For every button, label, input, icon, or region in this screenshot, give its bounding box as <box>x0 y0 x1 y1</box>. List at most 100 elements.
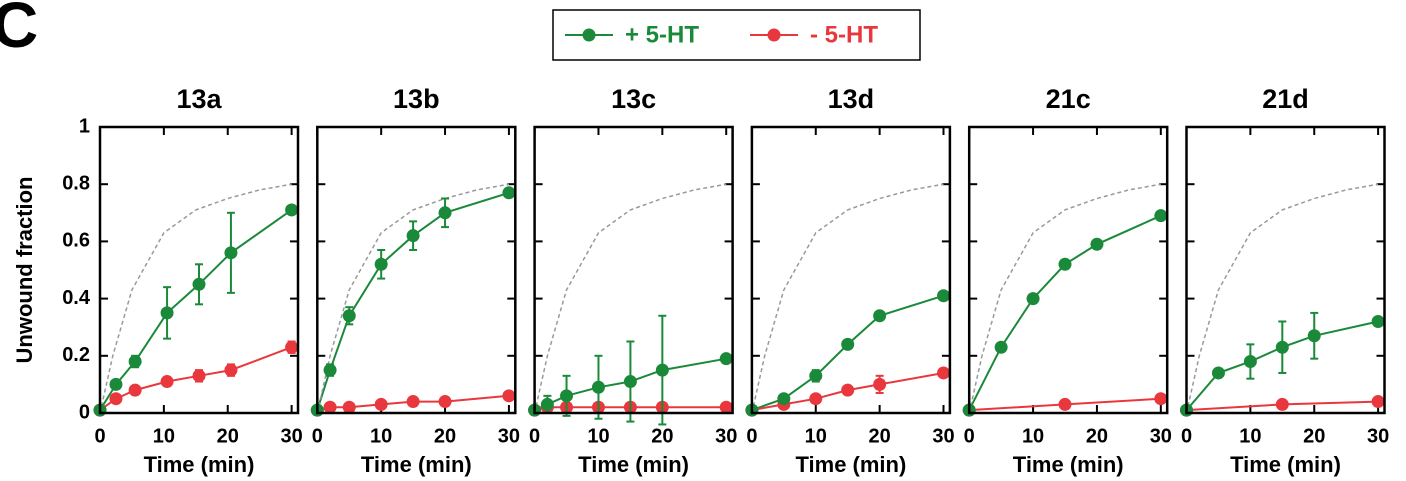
data-point <box>540 397 554 411</box>
data-point <box>224 363 238 377</box>
x-tick-label: 10 <box>153 425 175 447</box>
reference-curve <box>316 183 510 414</box>
x-tick-label: 20 <box>869 425 891 447</box>
y-tick-label: 0.2 <box>62 344 90 366</box>
panel-label: C <box>0 0 38 61</box>
data-point <box>994 340 1008 354</box>
legend: + 5-HT - 5-HT <box>552 9 921 61</box>
plot-frame <box>1185 125 1386 415</box>
y-tick-label: 0.8 <box>62 172 90 194</box>
x-axis-label: Time (min) <box>578 452 689 477</box>
x-axis-label: Time (min) <box>1230 452 1341 477</box>
x-tick-label: 0 <box>94 425 105 447</box>
reference-curve <box>99 183 292 414</box>
x-tick-label: 10 <box>1022 425 1044 447</box>
data-point <box>374 397 388 411</box>
plot-frame <box>750 125 952 415</box>
y-tick-label: 1 <box>79 115 90 137</box>
data-point <box>128 355 142 369</box>
data-point <box>719 352 733 366</box>
data-point <box>1275 340 1289 354</box>
data-point <box>1090 237 1104 251</box>
data-point <box>809 392 823 406</box>
data-point <box>1154 209 1168 223</box>
plot-frame <box>98 125 300 415</box>
data-point <box>285 340 299 354</box>
panel-title: 13a <box>176 84 222 114</box>
data-point <box>323 400 337 414</box>
data-point <box>1371 395 1385 409</box>
panel-title: 21d <box>1262 84 1309 114</box>
data-point <box>374 257 388 271</box>
data-point <box>1058 257 1072 271</box>
legend-label: - 5-HT <box>810 21 878 48</box>
data-point <box>1026 292 1040 306</box>
data-point <box>841 383 855 397</box>
data-point <box>438 206 452 220</box>
x-axis-label: Time (min) <box>795 452 906 477</box>
panel-title: 13c <box>611 84 656 114</box>
data-point <box>224 246 238 260</box>
data-point <box>937 366 951 380</box>
x-tick-label: 30 <box>715 425 737 447</box>
x-tick-label: 0 <box>964 425 975 447</box>
x-tick-label: 30 <box>498 425 520 447</box>
x-tick-label: 30 <box>1367 425 1389 447</box>
y-tick-label: 0.4 <box>62 287 91 309</box>
x-tick-label: 0 <box>746 425 757 447</box>
data-point <box>1275 397 1289 411</box>
data-point <box>406 395 420 409</box>
x-axis-label: Time (min) <box>1013 452 1124 477</box>
data-point <box>809 369 823 383</box>
data-point <box>109 377 123 391</box>
x-tick-label: 0 <box>529 425 540 447</box>
x-tick-label: 20 <box>434 425 456 447</box>
x-tick-label: 20 <box>1303 425 1325 447</box>
x-axis-label: Time (min) <box>361 452 472 477</box>
x-tick-label: 0 <box>1181 425 1192 447</box>
data-point <box>502 389 516 403</box>
x-tick-label: 10 <box>370 425 392 447</box>
legend-box <box>552 9 921 61</box>
y-tick-label: 0 <box>79 401 90 423</box>
data-point <box>128 383 142 397</box>
x-tick-label: 30 <box>1150 425 1172 447</box>
panel-title: 13b <box>393 84 440 114</box>
legend-label: + 5-HT <box>625 21 699 48</box>
legend-marker <box>767 28 781 42</box>
x-tick-label: 10 <box>1239 425 1261 447</box>
series-line <box>1185 320 1379 411</box>
data-point <box>1154 392 1168 406</box>
plot-frame <box>533 125 734 415</box>
data-point <box>1307 329 1321 343</box>
data-point <box>623 375 637 389</box>
reference-curve <box>533 183 727 414</box>
data-point <box>719 400 733 414</box>
y-tick-label: 0.6 <box>62 230 90 252</box>
data-point <box>192 277 206 291</box>
legend-marker <box>582 28 596 42</box>
data-point <box>1058 397 1072 411</box>
x-tick-label: 0 <box>312 425 323 447</box>
data-point <box>841 337 855 351</box>
data-point <box>1371 314 1385 328</box>
data-point <box>560 389 574 403</box>
data-point <box>192 369 206 383</box>
data-point <box>109 392 123 406</box>
data-point <box>873 309 887 323</box>
plot-frame <box>967 125 1169 415</box>
data-point <box>1211 366 1225 380</box>
data-point <box>406 229 420 243</box>
x-tick-label: 20 <box>651 425 673 447</box>
x-tick-label: 10 <box>587 425 609 447</box>
data-point <box>655 363 669 377</box>
series-line <box>968 214 1162 411</box>
data-point <box>160 375 174 389</box>
panel-title: 21c <box>1046 84 1091 114</box>
reference-curve <box>1185 183 1379 414</box>
x-tick-label: 10 <box>805 425 827 447</box>
y-axis-label: Unwound fraction <box>12 177 37 364</box>
data-point <box>777 392 791 406</box>
x-tick-label: 20 <box>1086 425 1108 447</box>
